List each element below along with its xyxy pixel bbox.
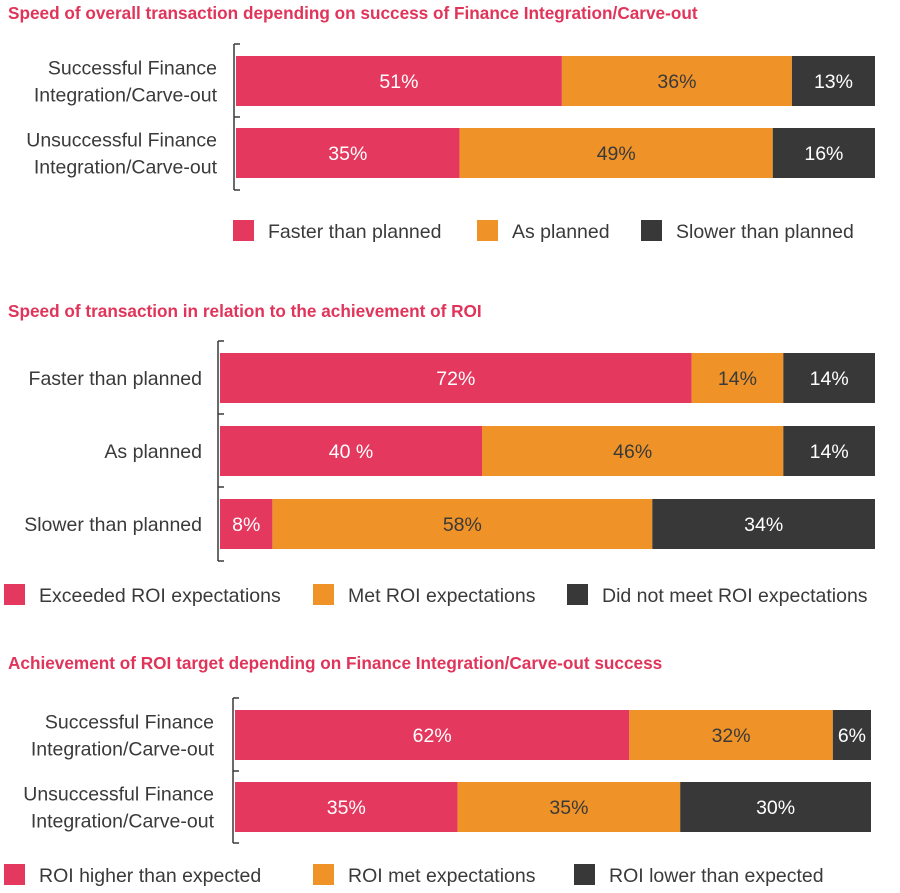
bar-segment	[482, 426, 784, 476]
data-label: 72%	[436, 368, 475, 390]
bar-segment	[220, 499, 273, 549]
data-label: 30%	[756, 797, 795, 819]
data-label: 35%	[327, 797, 366, 819]
chart-title: Speed of overall transaction depending o…	[8, 3, 698, 23]
legend-label: ROI met expectations	[348, 865, 536, 887]
category-label: Slower than planned	[24, 514, 202, 536]
data-label: 6%	[838, 725, 866, 747]
category-label: Faster than planned	[29, 368, 202, 390]
legend-swatch	[4, 584, 25, 605]
data-label: 14%	[810, 368, 849, 390]
legend-label: Slower than planned	[676, 221, 854, 243]
legend-label: Met ROI expectations	[348, 585, 536, 607]
legend-swatch	[4, 864, 25, 885]
data-label: 40 %	[329, 441, 373, 463]
bar-segment	[220, 426, 482, 476]
legend-label: ROI higher than expected	[39, 865, 261, 887]
data-label: 51%	[379, 71, 418, 93]
bar-segment	[561, 56, 792, 106]
legend-label: Did not meet ROI expectations	[602, 585, 868, 607]
chart-title: Speed of transaction in relation to the …	[8, 301, 482, 321]
category-label: Integration/Carve-out	[34, 85, 218, 107]
legend-label: ROI lower than expected	[609, 865, 824, 887]
legend-label: Faster than planned	[268, 221, 441, 243]
bar-segment	[235, 782, 458, 832]
category-label: Unsuccessful Finance	[23, 784, 214, 806]
bar-segment	[459, 128, 773, 178]
data-label: 49%	[597, 143, 636, 165]
legend-swatch	[574, 864, 595, 885]
bar-segment	[220, 353, 692, 403]
bar-segment	[691, 353, 784, 403]
chart-1: Speed of overall transaction depending o…	[8, 3, 875, 243]
chart-3: Achievement of ROI target depending on F…	[4, 653, 871, 887]
data-label: 8%	[232, 514, 260, 536]
legend-swatch	[641, 220, 662, 241]
bar-segment	[783, 426, 875, 476]
category-label: Integration/Carve-out	[31, 811, 215, 833]
category-label: Successful Finance	[48, 58, 217, 80]
legend-swatch	[313, 584, 334, 605]
data-label: 36%	[657, 71, 696, 93]
chart-2: Speed of transaction in relation to the …	[4, 301, 875, 607]
data-label: 16%	[804, 143, 843, 165]
data-label: 14%	[718, 368, 757, 390]
bar-segment	[783, 353, 875, 403]
chart-title: Achievement of ROI target depending on F…	[8, 653, 662, 673]
bar-segment	[236, 128, 460, 178]
category-label: Integration/Carve-out	[31, 739, 215, 761]
data-label: 32%	[712, 725, 751, 747]
bar-segment	[236, 56, 562, 106]
data-label: 35%	[549, 797, 588, 819]
bar-segment	[235, 710, 630, 760]
data-label: 46%	[613, 441, 652, 463]
data-label: 14%	[810, 441, 849, 463]
bar-segment	[272, 499, 653, 549]
category-label: Successful Finance	[45, 712, 214, 734]
data-label: 62%	[413, 725, 452, 747]
bar-segment	[629, 710, 833, 760]
legend-label: As planned	[512, 221, 610, 243]
bar-segment	[652, 499, 875, 549]
legend-swatch	[477, 220, 498, 241]
bar-segment	[772, 128, 875, 178]
data-label: 13%	[814, 71, 853, 93]
bar-segment	[457, 782, 681, 832]
bar-segment	[791, 56, 875, 106]
data-label: 35%	[328, 143, 367, 165]
bar-segment	[832, 710, 871, 760]
legend-swatch	[567, 584, 588, 605]
data-label: 34%	[744, 514, 783, 536]
legend-swatch	[233, 220, 254, 241]
data-label: 58%	[443, 514, 482, 536]
bar-segment	[680, 782, 871, 832]
category-label: Unsuccessful Finance	[26, 130, 217, 152]
category-label: Integration/Carve-out	[34, 157, 218, 179]
legend-swatch	[313, 864, 334, 885]
category-label: As planned	[104, 441, 202, 463]
legend-label: Exceeded ROI expectations	[39, 585, 281, 607]
